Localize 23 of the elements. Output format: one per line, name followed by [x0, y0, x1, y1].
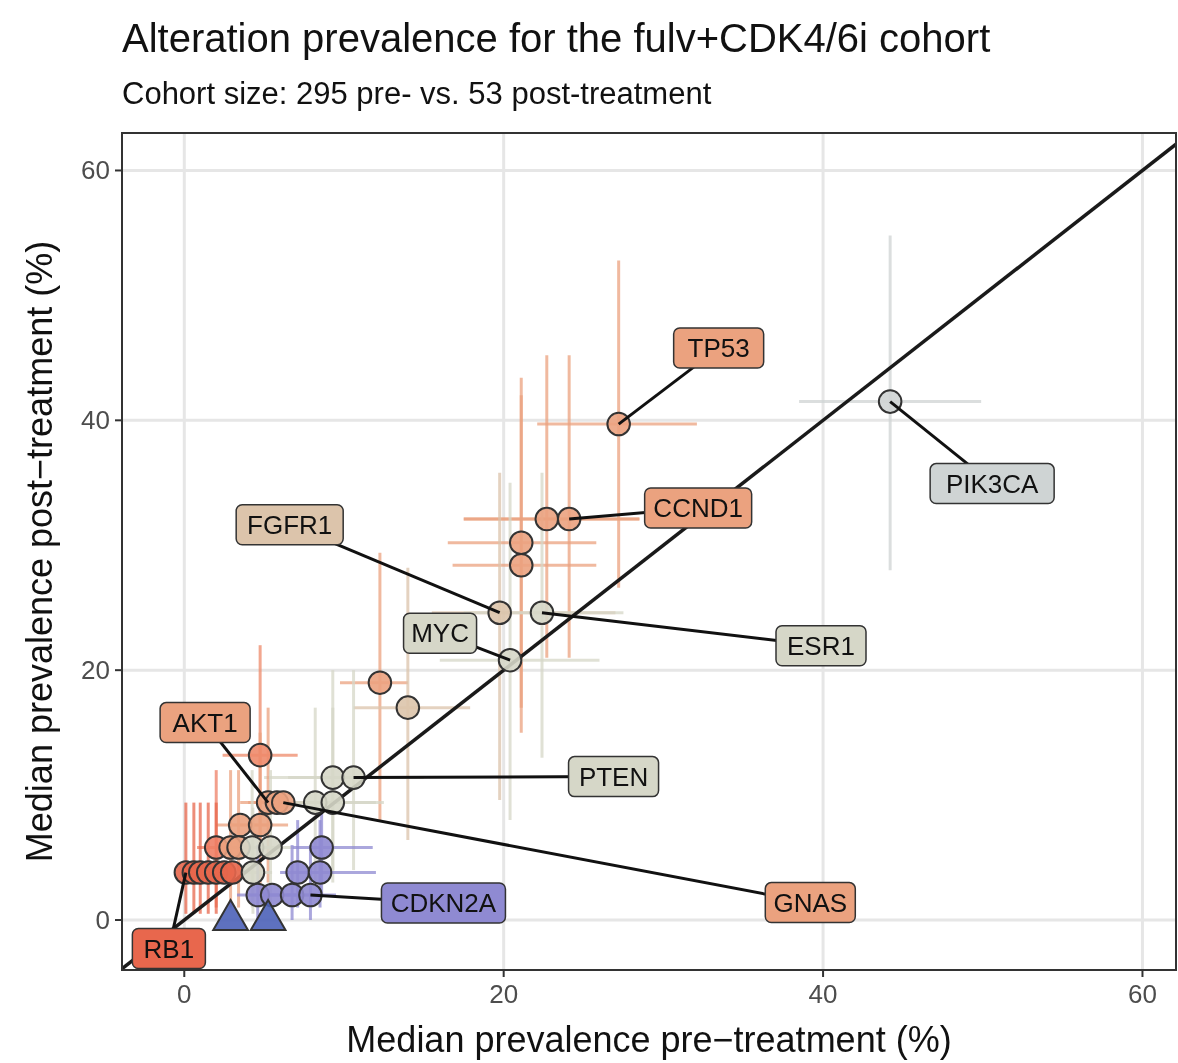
chart-title: Alteration prevalence for the fulv+CDK4/6i cohort [122, 16, 991, 60]
y-axis-title: Median prevalence post−treatment (%) [19, 240, 60, 863]
annotation: GNAS [773, 887, 848, 918]
annotation: MYC [411, 618, 469, 649]
y-tick-label: 0 [95, 905, 110, 936]
annotation: RB1 [143, 933, 195, 964]
x-tick-label: 20 [489, 979, 519, 1009]
x-tick-label: 40 [808, 979, 838, 1009]
x-tick-label: 0 [177, 979, 192, 1009]
x-tick-label: 60 [1128, 979, 1157, 1009]
annotation: CCND1 [653, 493, 743, 524]
chart-subtitle: Cohort size: 295 pre- vs. 53 post-treatment [122, 76, 712, 111]
annotation: PIK3CA [945, 468, 1040, 499]
annotation: CDKN2A [390, 888, 497, 919]
x-axis-title: Median prevalence pre−treatment (%) [346, 1019, 952, 1060]
annotation: TP53 [687, 333, 750, 364]
y-tick-label: 20 [81, 655, 110, 686]
annotation: PTEN [578, 761, 649, 792]
annotation: ESR1 [787, 630, 855, 661]
y-tick-label: 60 [81, 155, 110, 186]
y-tick-label: 40 [81, 405, 110, 436]
annotation: AKT1 [172, 707, 238, 738]
annotation: FGFR1 [247, 509, 333, 540]
